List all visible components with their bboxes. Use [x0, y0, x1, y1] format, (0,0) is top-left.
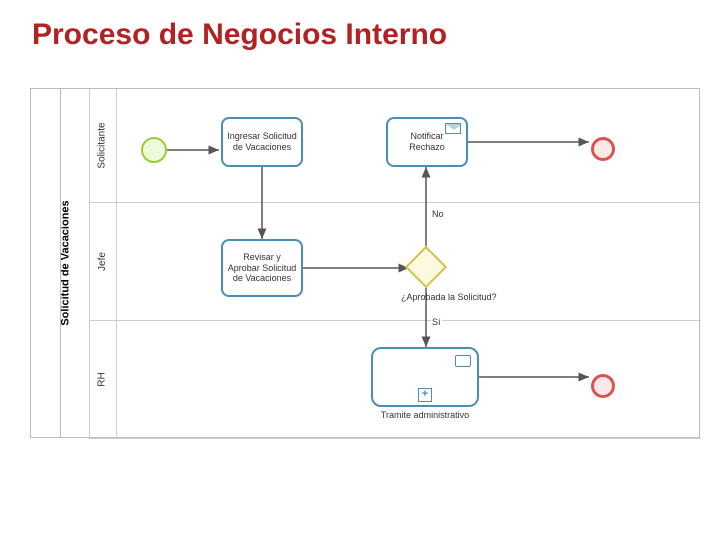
lane-label-box: Jefe: [89, 203, 117, 320]
bpmn-diagram: Solicitante Jefe RH Ingresar Solicitud d…: [60, 88, 700, 438]
edge-label: Sí: [431, 317, 442, 327]
end-event-1: [591, 137, 615, 161]
lane-label: Solicitante: [97, 122, 108, 168]
pool-label-container: Solicitud de Vacaciones: [30, 88, 60, 438]
task-notificar-rechazo: Notificar Rechazo: [386, 117, 468, 167]
lane-label-box: RH: [89, 321, 117, 438]
task-ingresar-solicitud: Ingresar Solicitud de Vacaciones: [221, 117, 303, 167]
end-event-2: [591, 374, 615, 398]
task-label: Revisar y Aprobar Solicitud de Vacacione…: [227, 252, 297, 284]
subprocess-side-icon: [455, 355, 471, 367]
plus-icon: +: [418, 388, 432, 402]
start-event: [141, 137, 167, 163]
gateway-label: ¿Aprobada la Solicitud?: [401, 292, 497, 302]
task-revisar-aprobar: Revisar y Aprobar Solicitud de Vacacione…: [221, 239, 303, 297]
lane-jefe: Jefe: [89, 203, 701, 321]
task-label: Ingresar Solicitud de Vacaciones: [227, 131, 297, 153]
lane-label: RH: [97, 372, 108, 386]
lane-label-box: Solicitante: [89, 89, 117, 202]
lane-label: Jefe: [97, 252, 108, 271]
edge-label: No: [431, 209, 445, 219]
task-label: Notificar Rechazo: [392, 131, 462, 153]
subprocess-tramite: +: [371, 347, 479, 407]
subprocess-label: Tramite administrativo: [371, 410, 479, 420]
message-icon: [445, 123, 461, 134]
page-title: Proceso de Negocios Interno: [0, 0, 720, 52]
